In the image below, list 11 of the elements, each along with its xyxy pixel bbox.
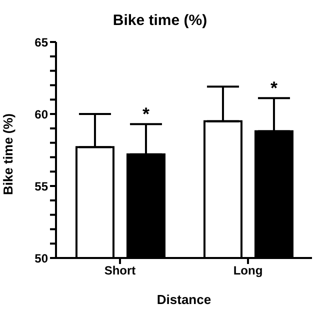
y-tick-label: 55 (34, 179, 48, 194)
chart-title: Bike time (%) (112, 12, 208, 29)
y-tick-label: 65 (34, 35, 48, 50)
y-tick-label: 50 (34, 251, 48, 266)
annotation: * (142, 104, 150, 124)
x-tick-label: Long (233, 264, 263, 278)
annotation: * (270, 78, 278, 98)
x-axis-title: Distance (156, 292, 212, 307)
y-axis-title: Bike time (%) (0, 113, 16, 195)
x-tick-label: Short (104, 264, 136, 278)
y-tick-label: 60 (34, 107, 48, 122)
